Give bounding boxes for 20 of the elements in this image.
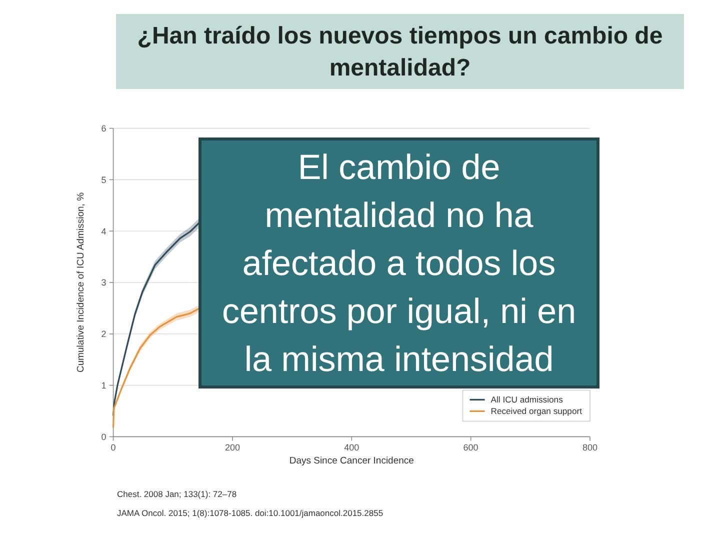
x-tick-label: 600 [463, 442, 478, 453]
x-tick-label: 0 [110, 442, 116, 453]
x-tick-label: 200 [224, 442, 240, 453]
y-tick-label: 6 [101, 123, 106, 134]
chart-title: ¿Han traído los nuevos tiempos un cambio de mentalidad? [137, 22, 663, 82]
text: Chest. 2008 Jan; 133(1): 72–78 [117, 489, 237, 499]
y-tick-label: 0 [101, 432, 106, 442]
annotation: El cambio de mentalidad no ha afectado a todos los centros por igual, ni en la misma intensidad [222, 148, 576, 379]
legend-label: Received organ support [490, 406, 583, 416]
y-tick-label: 4 [101, 226, 106, 236]
y-tick-label: 5 [101, 174, 106, 185]
x-tick-label: 800 [582, 442, 598, 453]
x-tick-label: 400 [344, 442, 360, 453]
y-tick-label: 2 [101, 329, 106, 340]
text: JAMA Oncol. 2015; 1(8):1078-1085. doi:10.1001/jamaoncol.2015.2855 [117, 508, 384, 518]
y-tick-label: 1 [101, 380, 106, 390]
y-tick-label: 3 [101, 278, 106, 288]
x-axis-title: Days Since Cancer Incidence [289, 456, 414, 467]
legend-label: All ICU admissions [490, 394, 563, 405]
y-axis-title: Cumulative Incidence of ICU Admission, % [75, 192, 86, 373]
